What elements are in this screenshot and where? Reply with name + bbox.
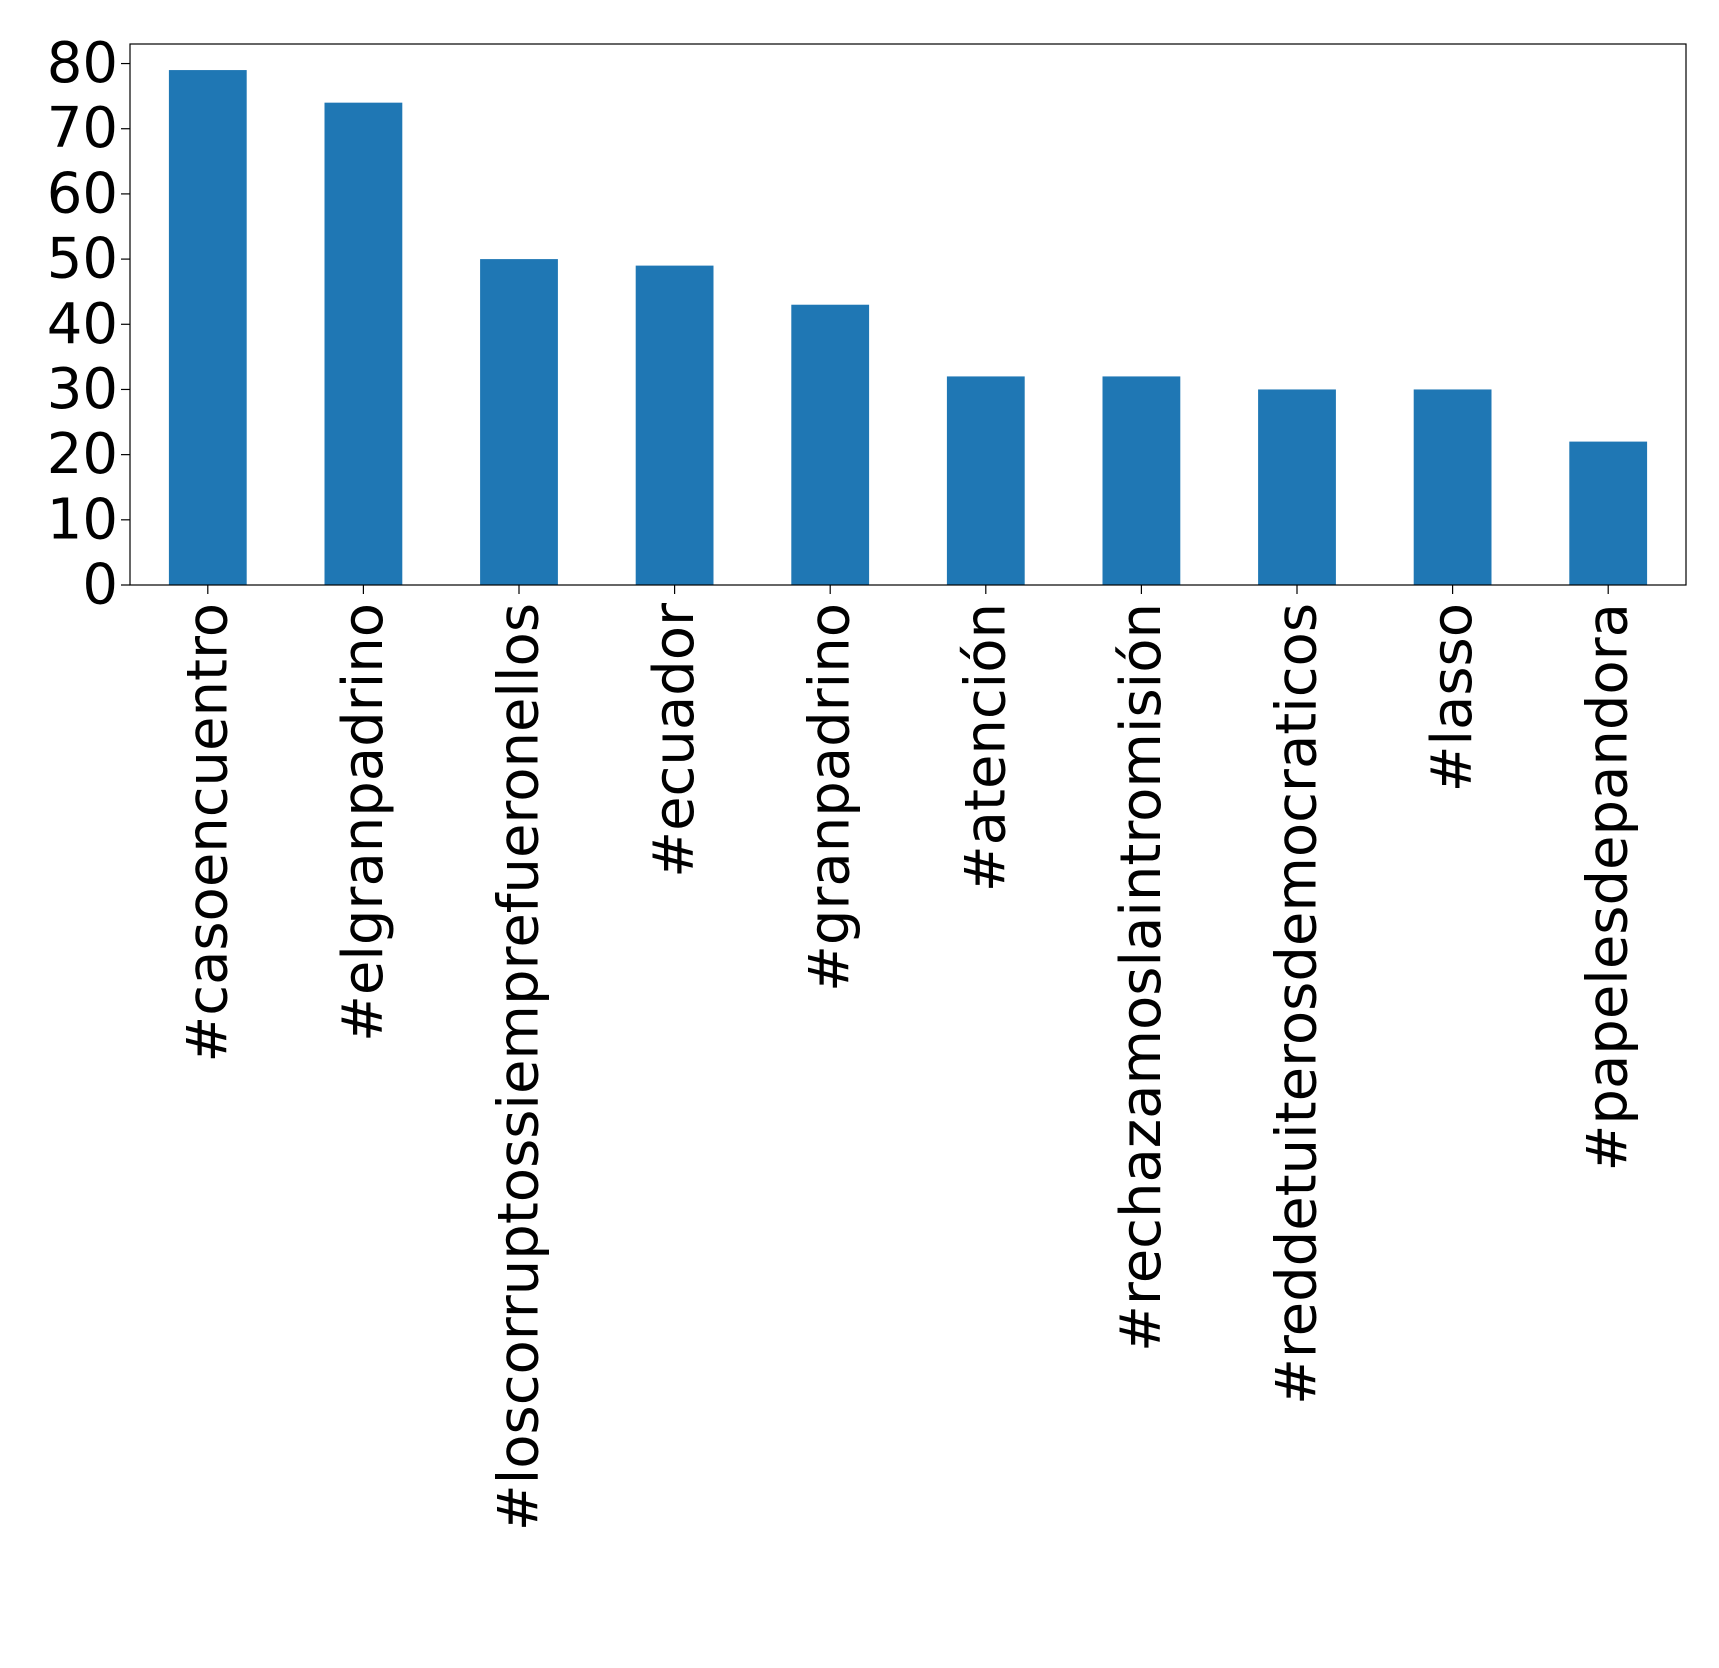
x-tick-label: #ecuador: [642, 602, 707, 878]
y-tick-label: 70: [47, 96, 118, 161]
bar-rechazamoslaintromisión: [1102, 376, 1181, 585]
bar-casoencuentro: [168, 70, 247, 586]
bar-loscorruptossiemprefueronellos: [480, 259, 558, 585]
y-tick-label: 40: [47, 292, 118, 357]
x-tick-label: #atención: [953, 603, 1018, 892]
y-tick-label: 30: [47, 357, 118, 422]
x-tick-label: #reddetuiterosdemocraticos: [1265, 603, 1330, 1405]
y-tick-label: 10: [47, 487, 118, 552]
x-tick-label: #elgranpadrino: [331, 603, 396, 1042]
x-tick-label: #rechazamoslaintromisión: [1109, 603, 1174, 1352]
bar-lasso: [1413, 389, 1492, 585]
x-axis: #casoencuentro #elgranpadrino #loscorrupto…: [175, 585, 1641, 1531]
y-tick-label: 60: [47, 161, 118, 226]
y-tick-label: 20: [47, 422, 118, 487]
plot-frame: [129, 43, 1687, 586]
bar-papelesdepandora: [1569, 441, 1648, 585]
bar-elgranpadrino: [324, 102, 403, 585]
bar-ecuador: [635, 265, 714, 585]
x-tick-label: #granpadrino: [798, 603, 863, 992]
bar-granpadrino: [791, 304, 870, 585]
bar-reddetuiterosdemocraticos: [1258, 389, 1336, 585]
y-tick-label: 50: [47, 227, 118, 292]
bar-atención: [946, 376, 1025, 585]
x-tick-label: #lasso: [1420, 603, 1485, 792]
x-tick-label: #papelesdepandora: [1576, 603, 1641, 1171]
x-tick-label: #loscorruptossiemprefueronellos: [487, 603, 552, 1531]
y-tick-label: 0: [82, 553, 118, 618]
bars-group: [168, 70, 1648, 586]
x-tick-label: #casoencuentro: [175, 603, 240, 1063]
y-tick-label: 80: [47, 31, 118, 96]
